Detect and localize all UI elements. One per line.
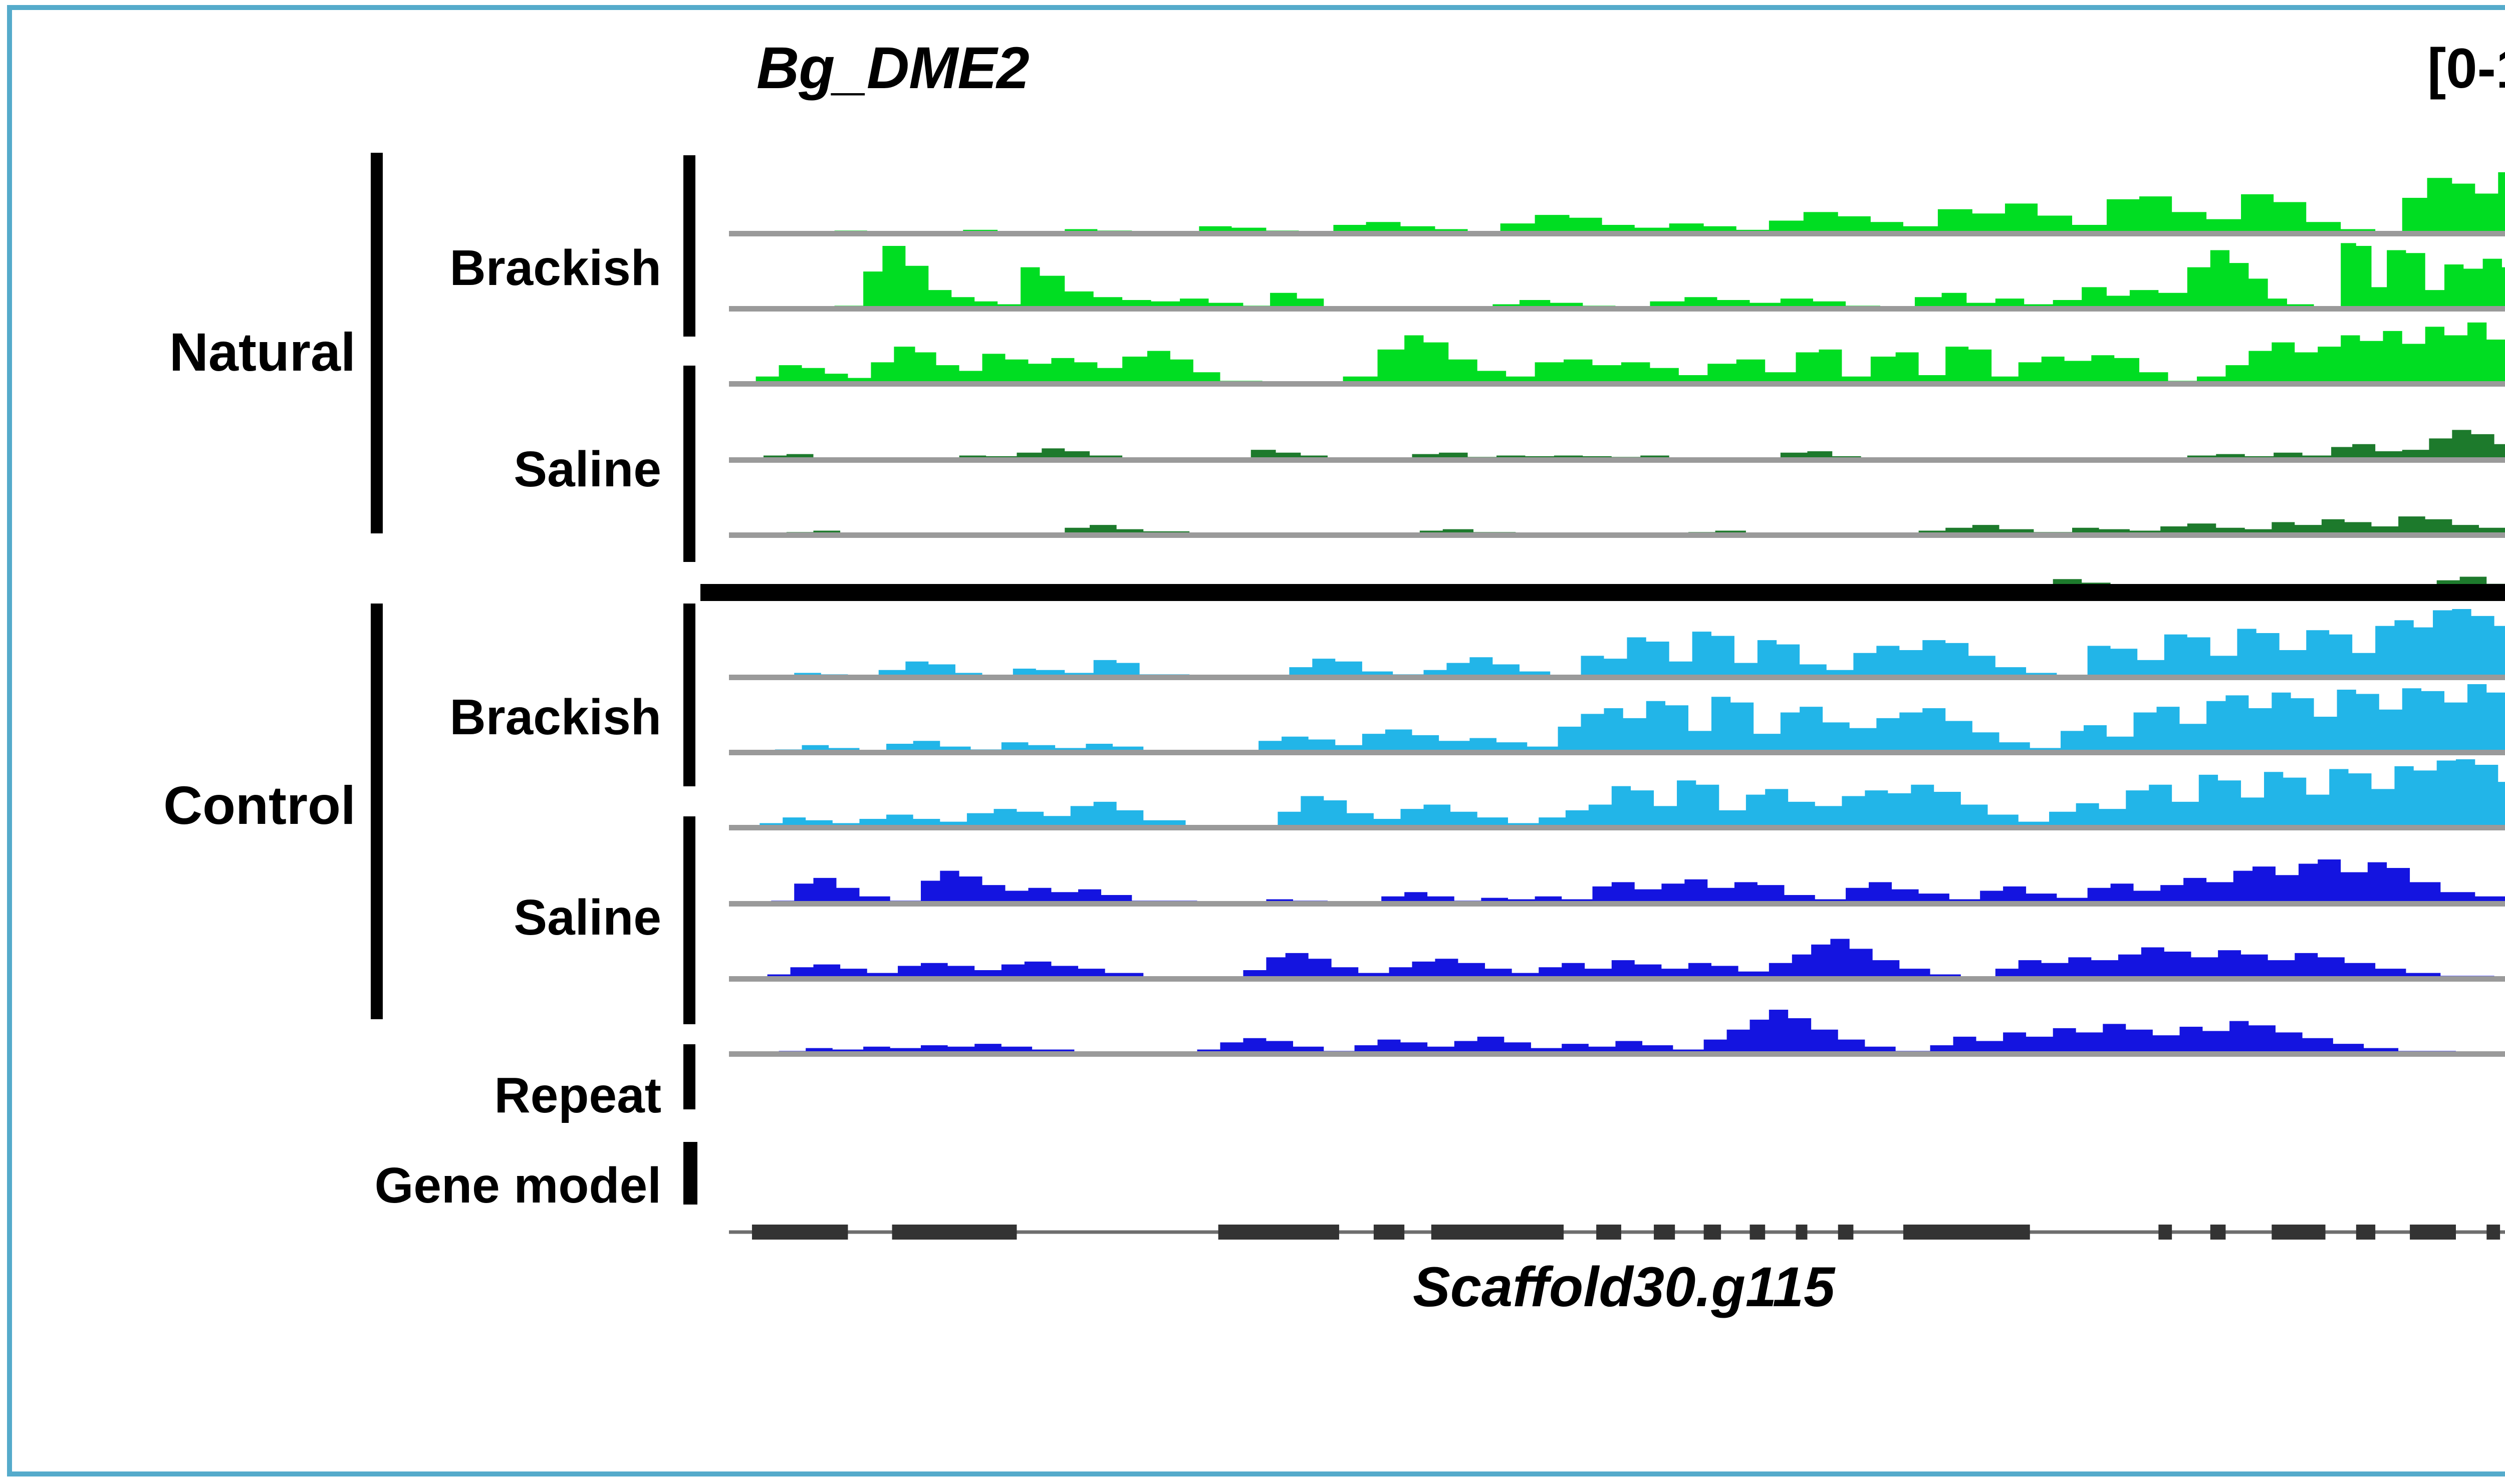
track-baseline <box>729 750 2505 755</box>
track-baseline <box>729 306 2505 312</box>
group-bracket-control <box>371 604 383 1019</box>
track-baseline <box>729 231 2505 236</box>
gene-name-label: Scaffold30.g115 <box>1413 1256 1835 1318</box>
track-baseline <box>729 976 2505 982</box>
group-label-control: Control <box>163 775 356 835</box>
coverage-track-control-saline-1[interactable] <box>729 835 2505 907</box>
track-bracket-repeat <box>683 1044 695 1109</box>
gene-exon <box>2410 1225 2456 1240</box>
group-label-natural: Natural <box>169 322 356 382</box>
page-title: Bg_DME2 <box>757 35 1030 101</box>
data-range-label: [0-1] <box>2427 37 2505 100</box>
track-baseline <box>729 381 2505 387</box>
track-bracket-gene-model <box>683 1142 697 1205</box>
gene-exon <box>1373 1225 1405 1240</box>
track-baseline <box>729 1051 2505 1057</box>
gene-exon <box>1596 1225 1621 1240</box>
track-baseline <box>729 825 2505 830</box>
coverage-track-natural-saline-2[interactable] <box>729 467 2505 538</box>
panel-divider <box>700 584 2505 601</box>
track-baseline <box>729 675 2505 680</box>
coverage-tracks-panel <box>729 165 2505 1167</box>
gene-exon <box>1703 1225 1721 1240</box>
track-baseline <box>729 457 2505 463</box>
condition-label-natural-saline: Saline <box>514 441 661 497</box>
coverage-track-natural-brackish-1[interactable] <box>729 165 2505 236</box>
gene-exon <box>1838 1225 1854 1240</box>
condition-label-control-brackish: Brackish <box>449 689 661 745</box>
gene-exon <box>2486 1225 2500 1240</box>
gene-exon <box>2210 1225 2226 1240</box>
condition-label-natural-brackish: Brackish <box>449 240 661 296</box>
gene-model-track[interactable] <box>729 1217 2505 1247</box>
condition-bracket-control-brackish <box>683 604 695 786</box>
condition-bracket-natural-brackish <box>683 155 695 337</box>
coverage-track-natural-brackish-3[interactable] <box>729 316 2505 387</box>
gene-exon <box>2356 1225 2376 1240</box>
coverage-track-natural-saline-1[interactable] <box>729 392 2505 463</box>
track-baseline <box>729 532 2505 538</box>
gene-exon <box>2158 1225 2172 1240</box>
coverage-track-control-brackish-3[interactable] <box>729 759 2505 830</box>
coverage-track-control-saline-3[interactable] <box>729 986 2505 1057</box>
group-bracket-natural <box>371 153 383 533</box>
gene-exon <box>1796 1225 1808 1240</box>
coverage-track-control-brackish-1[interactable] <box>729 609 2505 680</box>
coverage-track-control-saline-2[interactable] <box>729 911 2505 982</box>
condition-label-control-saline: Saline <box>514 889 661 946</box>
gene-exon <box>892 1225 1017 1240</box>
gene-exon <box>1654 1225 1675 1240</box>
track-label-gene-model: Gene model <box>374 1157 661 1214</box>
gene-exon <box>2272 1225 2326 1240</box>
gene-exon <box>1218 1225 1339 1240</box>
condition-bracket-control-saline <box>683 816 695 1024</box>
condition-bracket-natural-saline <box>683 366 695 562</box>
gene-exon <box>1749 1225 1766 1240</box>
gene-model-diagram <box>729 1225 2505 1240</box>
gene-exon <box>752 1225 848 1240</box>
gene-exon <box>1431 1225 1564 1240</box>
track-label-repeat: Repeat <box>494 1067 661 1123</box>
track-baseline <box>729 901 2505 907</box>
coverage-track-control-brackish-2[interactable] <box>729 684 2505 755</box>
coverage-track-natural-brackish-2[interactable] <box>729 240 2505 312</box>
gene-exon <box>1903 1225 2030 1240</box>
